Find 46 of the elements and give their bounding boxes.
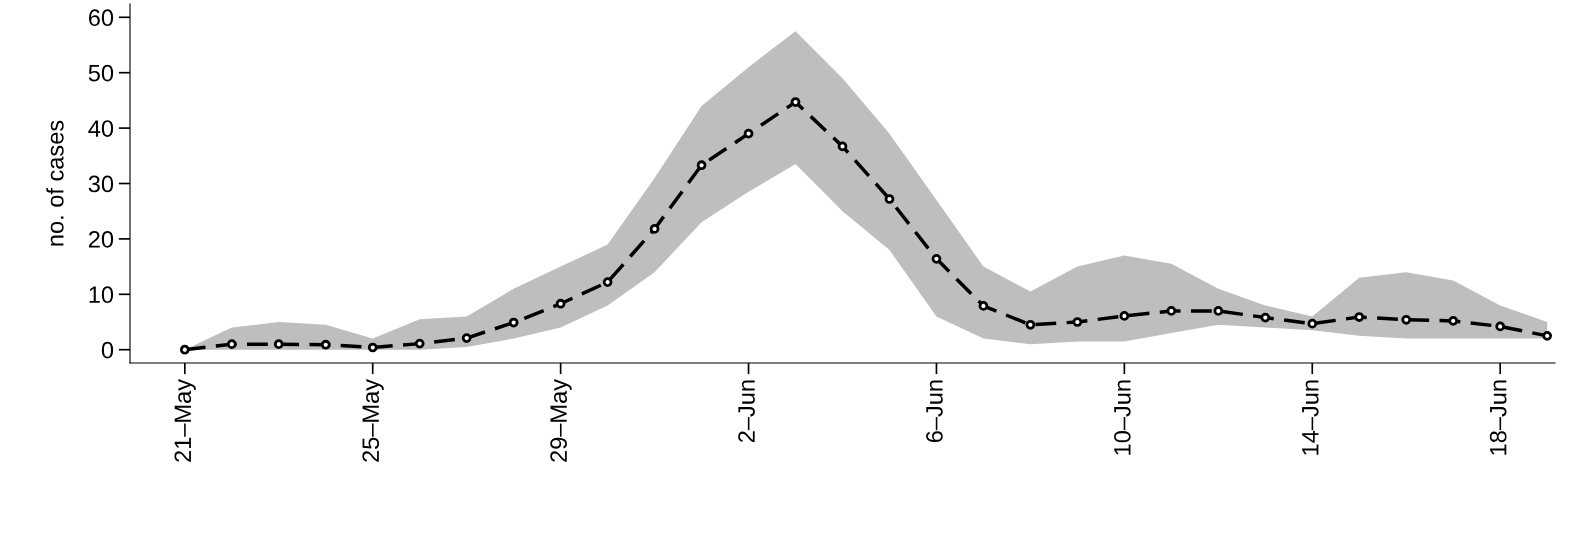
point <box>179 344 190 355</box>
point <box>696 160 707 171</box>
y-axis-title: no. of cases <box>46 120 64 246</box>
point <box>1119 311 1130 321</box>
point <box>273 339 284 350</box>
y-tick-label: 50 <box>88 64 114 82</box>
x-tick-label: 25–May <box>362 379 384 462</box>
point <box>1401 314 1412 325</box>
point <box>1025 319 1036 330</box>
point <box>1072 317 1083 327</box>
point <box>1495 321 1506 332</box>
point <box>1213 306 1224 316</box>
point <box>743 128 754 139</box>
x-tick-label: 6–Jun <box>926 380 943 443</box>
y-tick-label: 0 <box>101 341 114 359</box>
point <box>931 253 942 264</box>
x-tick-label: 2–Jun <box>738 380 755 443</box>
point <box>320 339 331 350</box>
y-tick-label: 60 <box>88 9 114 27</box>
x-tick-label: 21–May <box>174 379 196 462</box>
point <box>367 342 378 353</box>
point <box>649 224 660 234</box>
point <box>1448 316 1459 326</box>
point <box>508 317 519 328</box>
y-tick-label: 20 <box>88 230 114 248</box>
point <box>978 301 989 311</box>
point <box>555 298 566 309</box>
x-tick-label: 18–Jun <box>1489 380 1507 455</box>
y-tick-label: 10 <box>89 286 114 304</box>
point <box>884 194 895 204</box>
x-tick-label: 14–Jun <box>1302 380 1319 455</box>
x-tick-label: 29–May <box>550 379 572 462</box>
point <box>1166 306 1177 316</box>
point <box>1260 312 1271 323</box>
point <box>1354 312 1365 322</box>
point <box>461 333 472 343</box>
x-tick-label: 10–Jun <box>1113 380 1131 455</box>
y-tick-label: 40 <box>88 120 114 137</box>
point <box>1307 318 1318 329</box>
point <box>226 339 237 350</box>
point <box>790 97 801 107</box>
point <box>414 338 425 349</box>
y-tick-label: 30 <box>88 175 114 193</box>
point <box>837 141 848 152</box>
point <box>1542 330 1553 341</box>
point <box>602 277 613 287</box>
